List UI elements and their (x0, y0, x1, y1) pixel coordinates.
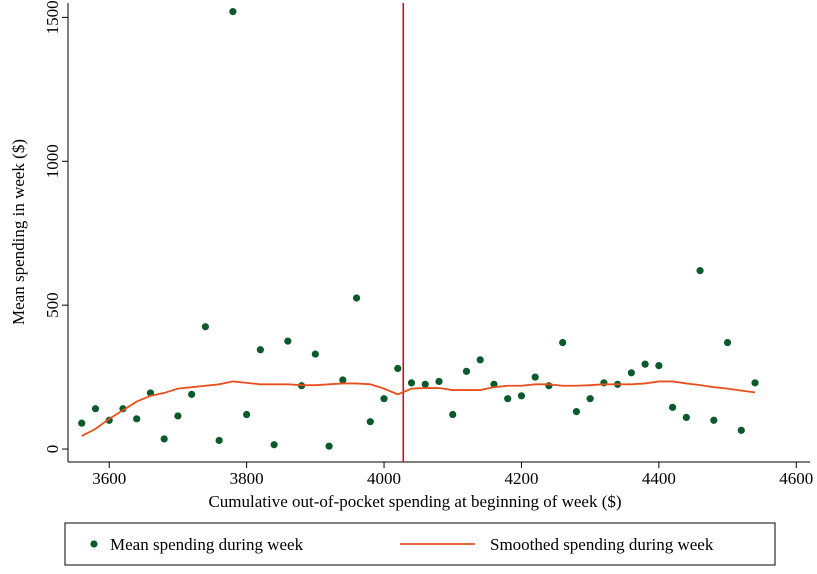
data-point (682, 413, 690, 421)
data-point (600, 379, 608, 387)
x-tick-label: 3800 (230, 469, 264, 488)
data-point (668, 403, 677, 411)
data-point (737, 426, 745, 434)
data-point (284, 337, 292, 345)
data-point (476, 356, 484, 364)
data-point (174, 412, 182, 420)
data-point (559, 338, 567, 347)
data-point (133, 415, 141, 423)
data-point (160, 435, 168, 443)
data-point (462, 367, 471, 375)
data-point (311, 350, 319, 358)
data-point (627, 369, 635, 377)
legend-label: Smoothed spending during week (490, 535, 714, 554)
data-point (188, 390, 196, 398)
data-point (586, 395, 594, 403)
legend-box (64, 522, 776, 566)
data-point (325, 442, 333, 450)
y-tick-label: 500 (43, 292, 62, 318)
data-point (723, 338, 732, 347)
y-axis-title: Mean spending in week ($) (9, 139, 28, 325)
data-point (380, 395, 388, 403)
x-tick-label: 3600 (92, 469, 126, 488)
data-point (710, 416, 718, 424)
data-point (352, 294, 361, 302)
data-point (366, 418, 374, 426)
data-point (256, 346, 264, 354)
legend-marker (90, 540, 98, 548)
data-point (243, 410, 251, 419)
data-point (751, 379, 759, 387)
data-point (229, 8, 237, 16)
data-point (435, 377, 443, 386)
data-point (407, 379, 416, 387)
data-point (201, 323, 210, 331)
x-tick-label: 4200 (504, 469, 538, 488)
data-point (78, 419, 86, 427)
data-point (696, 267, 704, 275)
data-point (339, 376, 347, 384)
data-point (270, 441, 278, 449)
smoothed-line (81, 380, 756, 437)
x-tick-label: 4000 (367, 469, 401, 488)
legend-label: Mean spending during week (110, 535, 304, 554)
data-point (421, 380, 429, 388)
x-tick-label: 4400 (642, 469, 676, 488)
x-tick-label: 4600 (779, 469, 813, 488)
data-point (641, 360, 649, 368)
data-point (517, 392, 526, 400)
data-point (215, 436, 223, 445)
data-point (394, 364, 402, 373)
x-axis-title: Cumulative out-of-pocket spending at beg… (208, 492, 621, 511)
data-point (545, 382, 553, 390)
data-point (504, 395, 512, 403)
data-point (531, 373, 539, 381)
data-point (91, 405, 100, 413)
y-tick-label: 1500 (43, 0, 62, 34)
y-tick-label: 0 (43, 445, 62, 454)
data-point (572, 408, 581, 416)
y-tick-label: 1000 (43, 144, 62, 178)
data-point (449, 410, 457, 419)
data-point (655, 361, 663, 370)
